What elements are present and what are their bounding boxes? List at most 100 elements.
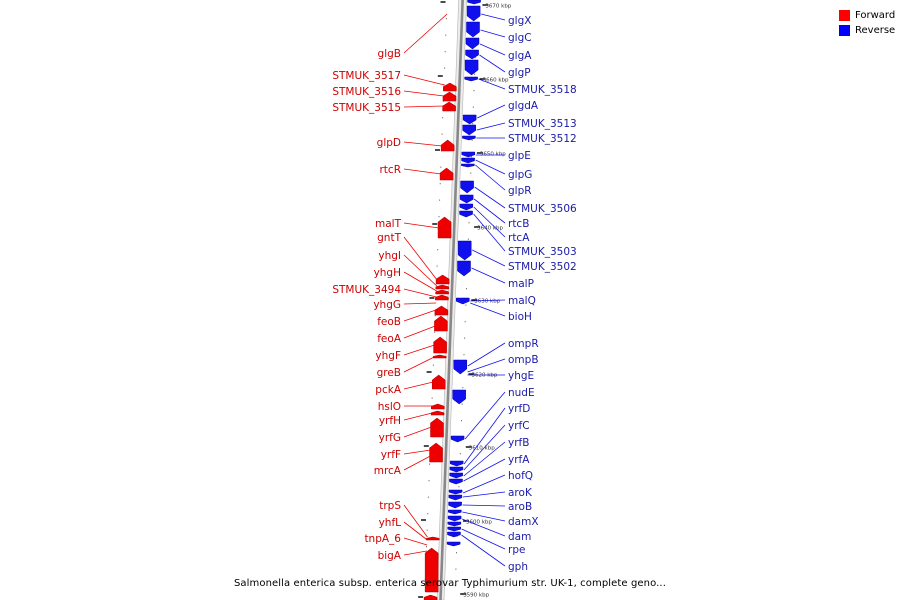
forward-genes: [423, 82, 457, 600]
reverse-leader-line: [477, 104, 506, 119]
forward-leader-line: [403, 222, 440, 229]
reverse-swatch: [839, 25, 850, 36]
reverse-leader-line: [461, 534, 506, 567]
forward-gene-labels: glgB STMUK_3517 STMUK_3516 STMUK_3515 glpD rt…: [332, 13, 448, 562]
forward-gene-arrow: [437, 216, 452, 239]
reverse-gene-label: ompB: [508, 354, 539, 366]
reverse-gene-arrow: [456, 297, 470, 305]
reverse-gene-label: damX: [508, 516, 539, 528]
scale-dot: [444, 67, 446, 69]
reverse-gene-label: bioH: [508, 311, 532, 323]
legend-label-forward: Forward: [855, 10, 896, 21]
forward-gene-arrow: [435, 274, 450, 285]
forward-leader-line: [403, 309, 437, 322]
reverse-gene-label: glgA: [508, 50, 532, 62]
reverse-gene-arrow: [448, 489, 463, 495]
reverse-gene-label: glpE: [508, 150, 531, 162]
forward-gene-label: gntT: [377, 232, 401, 244]
reverse-gene-arrow: [465, 37, 480, 50]
scale-dot: [463, 354, 465, 356]
forward-gene-arrow: [430, 410, 445, 416]
reverse-gene-label: hofQ: [508, 470, 533, 482]
scale-dot: [470, 172, 472, 174]
reverse-gene-label: yrfA: [508, 454, 530, 466]
forward-leader-line: [403, 141, 443, 147]
forward-gene-arrow: [424, 547, 439, 593]
reverse-gene-arrow: [449, 466, 464, 473]
scale-dot: [456, 535, 458, 537]
reverse-gene-arrow: [448, 501, 462, 509]
scale-dot: [471, 156, 472, 158]
forward-gene-label: feoA: [377, 333, 402, 345]
forward-gene-label: feoB: [377, 316, 401, 328]
reverse-leader-line: [462, 511, 506, 522]
reverse-gene-arrow: [459, 203, 474, 211]
forward-gene-label: yrfF: [381, 449, 401, 461]
forward-gene-label: pckA: [375, 384, 402, 396]
reverse-leader-line: [463, 458, 506, 482]
forward-gene-arrow: [431, 403, 445, 410]
reverse-gene-arrow: [447, 526, 461, 532]
reverse-leader-line: [462, 491, 506, 498]
reverse-leader-line: [478, 78, 506, 90]
scale-dot: [437, 249, 439, 251]
reverse-gene-arrow: [462, 135, 476, 141]
reverse-leader-line: [462, 474, 506, 494]
scale-dot: [455, 568, 457, 570]
reverse-leader-line: [481, 13, 506, 21]
forward-gene-arrow: [443, 82, 457, 92]
forward-gene-label: yrfG: [379, 432, 401, 444]
forward-gene-label: malT: [375, 218, 402, 230]
forward-gene-arrow: [442, 91, 457, 102]
forward-leader-line: [403, 254, 438, 287]
forward-leader-line: [403, 356, 435, 373]
forward-leader-line: [403, 550, 427, 556]
forward-gene-label: glpD: [377, 137, 401, 149]
reverse-gene-arrow: [460, 180, 474, 194]
forward-gene-label: STMUK_3516: [332, 86, 401, 98]
map-caption: Salmonella enterica subsp. enterica sero…: [233, 578, 666, 589]
reverse-gene-arrow: [461, 157, 475, 164]
reverse-gene-label: rtcA: [508, 232, 530, 244]
forward-gene-label: STMUK_3517: [332, 70, 401, 82]
scale-dot: [473, 90, 475, 92]
forward-leader-line: [403, 271, 437, 292]
forward-leader-line: [403, 13, 448, 54]
scale-dot: [472, 123, 474, 125]
forward-gene-arrow: [435, 289, 449, 295]
reverse-leader-line: [462, 504, 506, 507]
reverse-leader-line: [464, 391, 506, 440]
forward-gene-label: rtcR: [379, 164, 401, 176]
reverse-leader-line: [463, 424, 506, 471]
reverse-leader-line: [467, 342, 506, 367]
reverse-gene-label: glgC: [508, 32, 532, 44]
backbone-line: [439, 0, 464, 600]
forward-gene-label: yhgG: [373, 299, 401, 311]
reverse-gene-arrow: [448, 494, 463, 501]
reverse-leader-line: [463, 441, 506, 477]
forward-gene-label: yhgH: [374, 267, 401, 279]
scale-dot: [474, 57, 476, 59]
forward-leader-line: [403, 105, 444, 108]
forward-leader-line: [403, 504, 428, 538]
scale-dot: [428, 480, 430, 482]
reverse-gene-arrow: [453, 359, 468, 375]
scale-dot: [464, 321, 466, 323]
forward-gene-arrow: [426, 536, 440, 541]
legend-item-reverse: Reverse: [839, 23, 895, 38]
reverse-gene-label: rtcB: [508, 218, 529, 230]
forward-leader-line: [403, 168, 442, 175]
ruler-tick-label: 3600 kbp: [466, 520, 492, 526]
reverse-gene-arrow: [464, 76, 478, 82]
scale-dot: [444, 51, 446, 53]
scale-dot: [464, 337, 466, 339]
reverse-leader-line: [470, 302, 506, 317]
forward-swatch: [839, 10, 850, 21]
forward-gene-label: glgB: [378, 48, 401, 60]
reverse-gene-label: yrfB: [508, 437, 529, 449]
reverse-gene-arrow: [459, 194, 474, 204]
forward-gene-arrow: [435, 284, 450, 290]
reverse-leader-line: [475, 164, 506, 191]
reverse-leader-line: [473, 198, 506, 224]
reverse-gene-arrow: [465, 49, 479, 60]
